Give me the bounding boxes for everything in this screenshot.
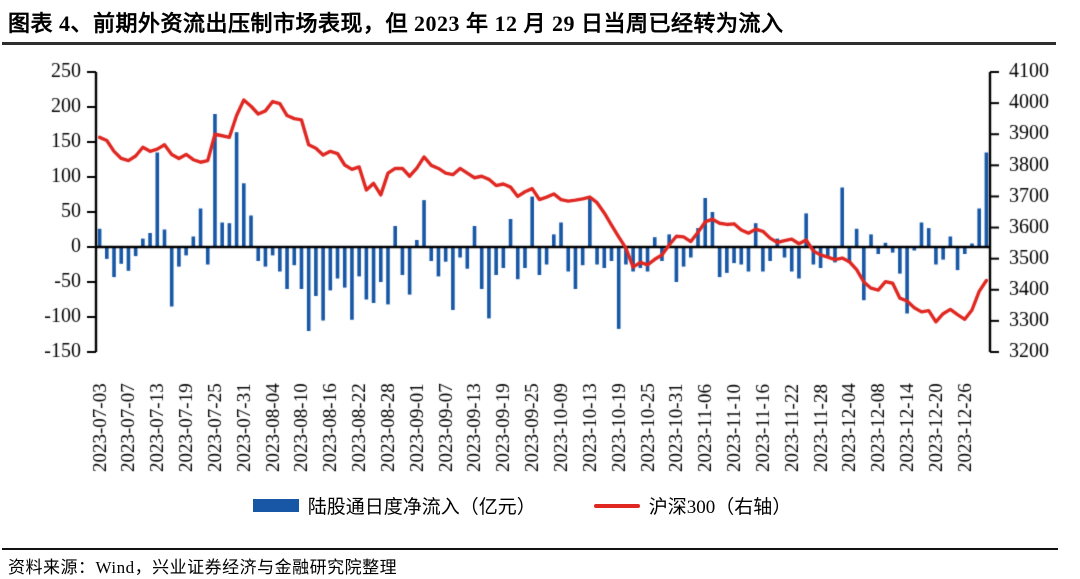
legend-label-line-series: 沪深300（右轴） xyxy=(648,497,792,518)
footer-divider xyxy=(2,548,1058,550)
chart-legend: 陆股通日度净流入（亿元） 沪深300（右轴） xyxy=(0,492,1062,519)
chart-canvas xyxy=(0,0,1080,486)
bar-series-swatch xyxy=(252,499,299,512)
legend-item-bar-series: 陆股通日度净流入（亿元） xyxy=(252,492,536,519)
legend-item-line-series: 沪深300（右轴） xyxy=(593,492,792,519)
legend-label-bar-series: 陆股通日度净流入（亿元） xyxy=(307,497,536,518)
line-series-swatch xyxy=(593,503,640,508)
source-note: 资料来源：Wind，兴业证券经济与金融研究院整理 xyxy=(8,558,398,577)
